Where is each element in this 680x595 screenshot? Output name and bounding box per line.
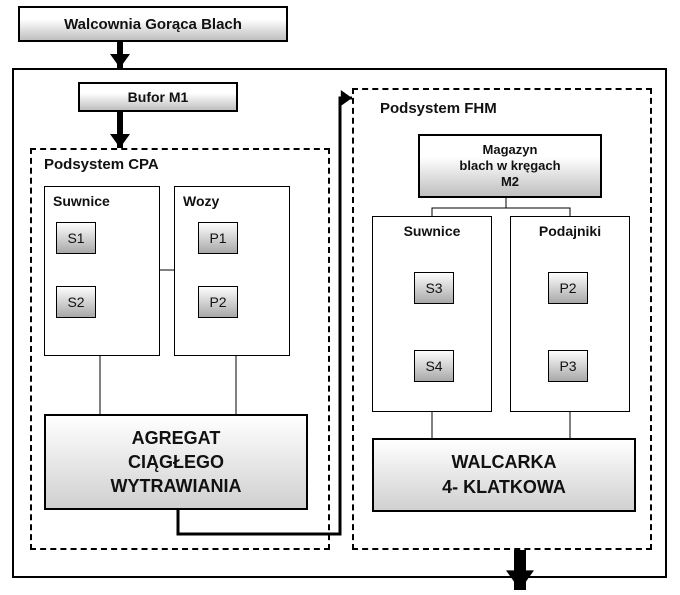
walcarka-box: WALCARKA 4- KLATKOWA [372, 438, 636, 512]
s2-cell: S2 [56, 286, 96, 318]
top-title-box: Walcownia Gorąca Blach [18, 6, 288, 42]
magazyn-box: Magazyn blach w kręgach M2 [418, 134, 602, 198]
podajniki-label: Podajniki [539, 223, 601, 239]
cpa-title: Podsystem CPA [44, 156, 159, 173]
agregat-box: AGREGAT CIĄGŁEGO WYTRAWIANIA [44, 414, 308, 510]
agregat-l2: CIĄGŁEGO [128, 450, 224, 474]
p2-fhm-cell: P2 [548, 272, 588, 304]
s4-text: S4 [425, 358, 442, 374]
p1-cpa-text: P1 [209, 230, 226, 246]
p2-fhm-text: P2 [559, 280, 576, 296]
suwnice1-label: Suwnice [53, 193, 110, 209]
p1-cpa-cell: P1 [198, 222, 238, 254]
walcarka-l2: 4- KLATKOWA [442, 475, 566, 500]
s3-text: S3 [425, 280, 442, 296]
agregat-l3: WYTRAWIANIA [111, 474, 242, 498]
p2-cpa-cell: P2 [198, 286, 238, 318]
magazyn-l1: Magazyn [483, 142, 538, 158]
s2-text: S2 [67, 294, 84, 310]
p3-fhm-text: P3 [559, 358, 576, 374]
suwnice1-group: Suwnice [44, 186, 160, 356]
fhm-title-text: Podsystem FHM [380, 100, 497, 117]
s1-cell: S1 [56, 222, 96, 254]
suwnice2-group: Suwnice [372, 216, 492, 412]
buffer-text: Bufor M1 [128, 89, 189, 105]
walcarka-l1: WALCARKA [452, 450, 557, 475]
magazyn-l2: blach w kręgach [459, 158, 560, 174]
magazyn-l3: M2 [501, 174, 519, 190]
fhm-title: Podsystem FHM [380, 100, 497, 117]
cpa-title-text: Podsystem CPA [44, 156, 159, 173]
s4-cell: S4 [414, 350, 454, 382]
wozy-group: Wozy [174, 186, 290, 356]
agregat-l1: AGREGAT [132, 426, 221, 450]
p2-cpa-text: P2 [209, 294, 226, 310]
s1-text: S1 [67, 230, 84, 246]
diagram-canvas: Walcownia Gorąca Blach Bufor M1 Podsyste… [0, 0, 680, 595]
podajniki-group: Podajniki [510, 216, 630, 412]
s3-cell: S3 [414, 272, 454, 304]
top-title-text: Walcownia Gorąca Blach [64, 16, 242, 33]
wozy-label: Wozy [183, 193, 219, 209]
buffer-box: Bufor M1 [78, 82, 238, 112]
suwnice2-label: Suwnice [404, 223, 461, 239]
p3-fhm-cell: P3 [548, 350, 588, 382]
